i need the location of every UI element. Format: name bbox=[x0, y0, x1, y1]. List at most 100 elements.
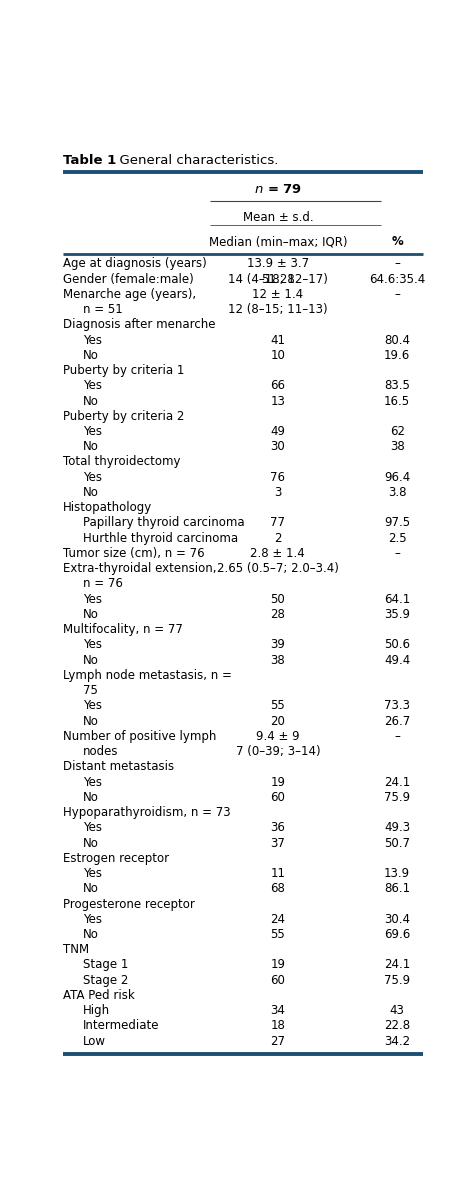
Text: 60: 60 bbox=[270, 973, 285, 987]
Text: 19: 19 bbox=[270, 776, 285, 789]
Text: Yes: Yes bbox=[83, 638, 102, 651]
Text: High: High bbox=[83, 1004, 110, 1017]
Text: No: No bbox=[83, 928, 99, 941]
Text: 11: 11 bbox=[270, 868, 285, 881]
Text: 10: 10 bbox=[270, 349, 285, 362]
Text: 28: 28 bbox=[270, 608, 285, 621]
Text: 68: 68 bbox=[270, 882, 285, 895]
Text: 69.6: 69.6 bbox=[384, 928, 410, 941]
Text: 76: 76 bbox=[270, 471, 285, 483]
Text: 55: 55 bbox=[271, 928, 285, 941]
Text: %: % bbox=[392, 236, 403, 249]
Text: 20: 20 bbox=[270, 715, 285, 727]
Text: Papillary thyroid carcinoma: Papillary thyroid carcinoma bbox=[83, 516, 245, 530]
Text: 30.4: 30.4 bbox=[384, 913, 410, 926]
Text: 2.8 ± 1.4: 2.8 ± 1.4 bbox=[250, 547, 305, 560]
Text: Histopathology: Histopathology bbox=[63, 501, 152, 514]
Text: 62: 62 bbox=[390, 425, 405, 438]
Text: Total thyroidectomy: Total thyroidectomy bbox=[63, 456, 181, 469]
Text: Progesterone receptor: Progesterone receptor bbox=[63, 897, 195, 910]
Text: 77: 77 bbox=[270, 516, 285, 530]
Text: 24: 24 bbox=[270, 913, 285, 926]
Text: 34.2: 34.2 bbox=[384, 1034, 410, 1047]
Text: Yes: Yes bbox=[83, 333, 102, 346]
Text: –: – bbox=[394, 729, 400, 743]
Text: No: No bbox=[83, 715, 99, 727]
Text: Puberty by criteria 1: Puberty by criteria 1 bbox=[63, 364, 184, 377]
Text: 22.8: 22.8 bbox=[384, 1020, 410, 1033]
Text: No: No bbox=[83, 486, 99, 499]
Text: 2.5: 2.5 bbox=[388, 532, 407, 545]
Text: 86.1: 86.1 bbox=[384, 882, 410, 895]
Text: 14 (4–18; 12–17): 14 (4–18; 12–17) bbox=[228, 273, 328, 286]
Text: 37: 37 bbox=[270, 837, 285, 850]
Text: Tumor size (cm), n = 76: Tumor size (cm), n = 76 bbox=[63, 547, 205, 560]
Text: 26.7: 26.7 bbox=[384, 715, 410, 727]
Text: Distant metastasis: Distant metastasis bbox=[63, 760, 174, 774]
Text: 50: 50 bbox=[271, 593, 285, 606]
Text: n = 76: n = 76 bbox=[83, 577, 123, 590]
Text: 49: 49 bbox=[270, 425, 285, 438]
Text: 24.1: 24.1 bbox=[384, 776, 410, 789]
Text: Stage 2: Stage 2 bbox=[83, 973, 128, 987]
Text: Extra-thyroidal extension,: Extra-thyroidal extension, bbox=[63, 562, 217, 575]
Text: TNM: TNM bbox=[63, 944, 89, 957]
Text: 30: 30 bbox=[271, 440, 285, 453]
Text: No: No bbox=[83, 837, 99, 850]
Text: –: – bbox=[394, 288, 400, 301]
Text: 97.5: 97.5 bbox=[384, 516, 410, 530]
Text: 73.3: 73.3 bbox=[384, 700, 410, 713]
Text: 51:28: 51:28 bbox=[261, 273, 295, 286]
Text: Table 1: Table 1 bbox=[63, 154, 116, 167]
Text: Yes: Yes bbox=[83, 593, 102, 606]
Text: 50.7: 50.7 bbox=[384, 837, 410, 850]
Text: Puberty by criteria 2: Puberty by criteria 2 bbox=[63, 409, 184, 422]
Text: 27: 27 bbox=[270, 1034, 285, 1047]
Text: nodes: nodes bbox=[83, 745, 118, 758]
Text: 55: 55 bbox=[271, 700, 285, 713]
Text: Yes: Yes bbox=[83, 868, 102, 881]
Text: Gender (female:male): Gender (female:male) bbox=[63, 273, 194, 286]
Text: Yes: Yes bbox=[83, 913, 102, 926]
Text: Hypoparathyroidism, n = 73: Hypoparathyroidism, n = 73 bbox=[63, 806, 230, 819]
Text: No: No bbox=[83, 791, 99, 803]
Text: Diagnosis after menarche: Diagnosis after menarche bbox=[63, 318, 215, 331]
Text: 38: 38 bbox=[271, 653, 285, 666]
Text: 35.9: 35.9 bbox=[384, 608, 410, 621]
Text: 75: 75 bbox=[83, 684, 98, 697]
Text: 24.1: 24.1 bbox=[384, 958, 410, 971]
Text: No: No bbox=[83, 608, 99, 621]
Text: 80.4: 80.4 bbox=[384, 333, 410, 346]
Text: 60: 60 bbox=[270, 791, 285, 803]
Text: 19.6: 19.6 bbox=[384, 349, 410, 362]
Text: 96.4: 96.4 bbox=[384, 471, 410, 483]
Text: 50.6: 50.6 bbox=[384, 638, 410, 651]
Text: Intermediate: Intermediate bbox=[83, 1020, 160, 1033]
Text: 3.8: 3.8 bbox=[388, 486, 407, 499]
Text: 49.4: 49.4 bbox=[384, 653, 410, 666]
Text: Stage 1: Stage 1 bbox=[83, 958, 128, 971]
Text: 75.9: 75.9 bbox=[384, 791, 410, 803]
Text: 38: 38 bbox=[390, 440, 405, 453]
Text: n = 51: n = 51 bbox=[83, 303, 123, 317]
Text: Menarche age (years),: Menarche age (years), bbox=[63, 288, 196, 301]
Text: No: No bbox=[83, 395, 99, 407]
Text: ATA Ped risk: ATA Ped risk bbox=[63, 989, 135, 1002]
Text: 7 (0–39; 3–14): 7 (0–39; 3–14) bbox=[236, 745, 320, 758]
Text: Lymph node metastasis, n =: Lymph node metastasis, n = bbox=[63, 669, 232, 682]
Text: –: – bbox=[394, 257, 400, 270]
Text: Estrogen receptor: Estrogen receptor bbox=[63, 852, 169, 865]
Text: 19: 19 bbox=[270, 958, 285, 971]
Text: Hurthle thyroid carcinoma: Hurthle thyroid carcinoma bbox=[83, 532, 238, 545]
Text: 13.9 ± 3.7: 13.9 ± 3.7 bbox=[247, 257, 309, 270]
Text: 18: 18 bbox=[270, 1020, 285, 1033]
Text: 34: 34 bbox=[270, 1004, 285, 1017]
Text: 83.5: 83.5 bbox=[384, 380, 410, 393]
Text: Yes: Yes bbox=[83, 380, 102, 393]
Text: Number of positive lymph: Number of positive lymph bbox=[63, 729, 216, 743]
Text: 36: 36 bbox=[270, 821, 285, 834]
Text: No: No bbox=[83, 653, 99, 666]
Text: General characteristics.: General characteristics. bbox=[110, 154, 278, 167]
Text: 49.3: 49.3 bbox=[384, 821, 410, 834]
Text: Yes: Yes bbox=[83, 776, 102, 789]
